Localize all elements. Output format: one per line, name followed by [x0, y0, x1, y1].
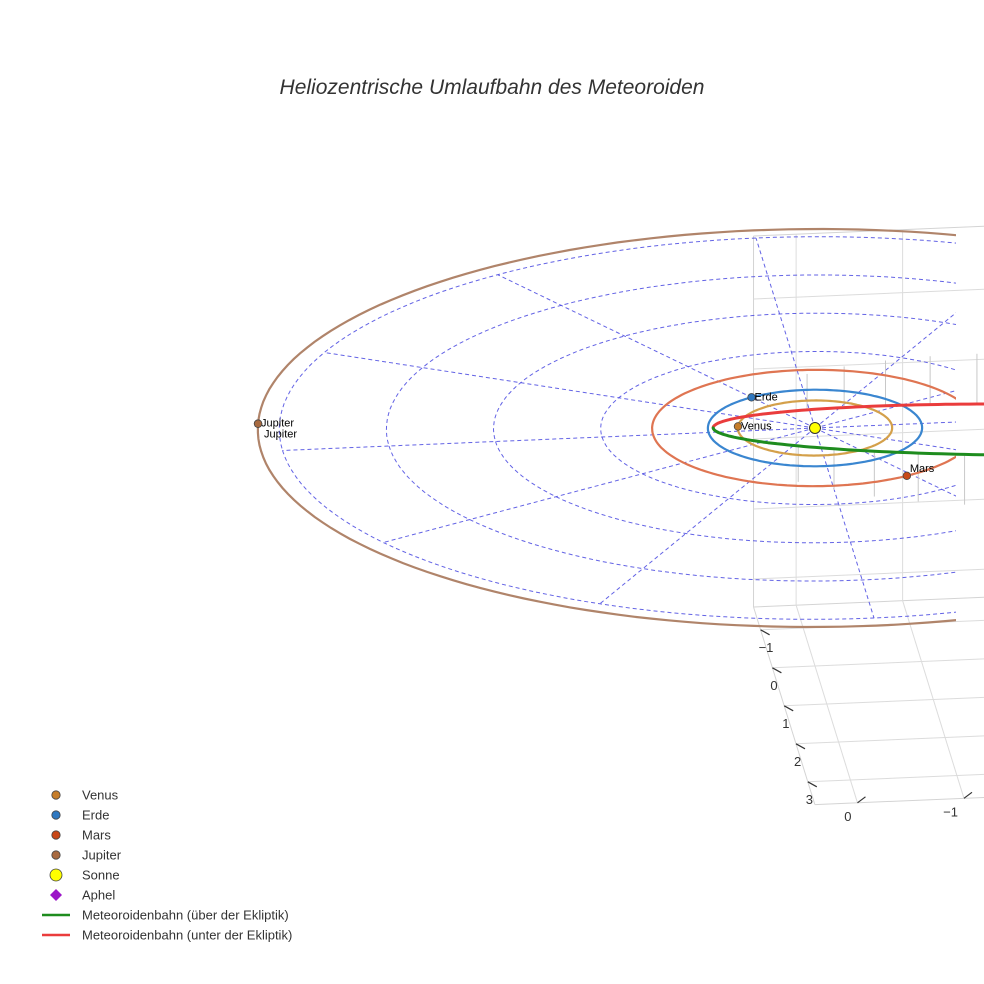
meteoroid-orbit-above: [711, 426, 984, 457]
legend-circle-symbol: [51, 850, 61, 860]
grid-line: [753, 358, 984, 370]
chart-title: Heliozentrische Umlaufbahn des Meteoroid…: [280, 76, 705, 99]
x-tick-label: −1: [943, 804, 958, 819]
ecliptic-radial: [497, 274, 816, 429]
axis-grid: [753, 229, 984, 803]
legend-label: Aphel: [82, 888, 115, 903]
ecliptic-radial: [814, 427, 875, 619]
ecliptic-ring: [600, 351, 956, 505]
grid-line: [753, 428, 984, 440]
label-venus: Venus: [741, 420, 772, 432]
marker-sonne: [809, 422, 821, 434]
label-mars: Mars: [910, 463, 935, 475]
ecliptic-radial: [599, 427, 816, 605]
axis-box-edge: [753, 596, 984, 608]
legend-diamond-symbol: [50, 889, 62, 901]
legend-circle-symbol: [51, 790, 61, 800]
ecliptic-radial: [282, 427, 816, 451]
marker-erde: [747, 393, 756, 402]
y-tick-label: 0: [770, 678, 777, 693]
legend-item: Erde: [51, 808, 109, 823]
legend-item: Mars: [51, 828, 111, 843]
y-tick-label: −1: [759, 640, 774, 655]
legend-item: Jupiter: [51, 848, 122, 863]
meteoroid-orbit-below: [711, 402, 984, 430]
ecliptic-radial: [383, 427, 816, 543]
x-tick-label: 0: [844, 809, 851, 824]
legend-label: Venus: [82, 788, 119, 803]
legend-item: Aphel: [50, 888, 115, 903]
tick-mark: [795, 743, 806, 750]
ecliptic-ring: [492, 312, 956, 544]
y-tick-label: 1: [782, 716, 789, 731]
axis-box-edge: [814, 796, 984, 806]
legend: Venus Erde Mars Jupiter Sonne Aphel Meteoroide…: [42, 788, 292, 943]
legend-label: Mars: [82, 828, 111, 843]
y-tick-label: 3: [806, 792, 813, 807]
tick-mark: [772, 667, 782, 674]
legend-label: Meteoroidenbahn (unter der Ekliptik): [82, 928, 292, 943]
tick-mark: [807, 781, 818, 788]
legend-circle-symbol: [51, 810, 61, 820]
tick-mark: [857, 796, 866, 804]
ecliptic-ring: [385, 274, 956, 582]
orbit-mars: [650, 368, 956, 488]
ecliptic-radial: [324, 351, 816, 429]
legend-item: Venus: [51, 788, 119, 803]
legend-label: Jupiter: [82, 848, 122, 863]
grid-line: [753, 568, 984, 580]
legend-label: Erde: [82, 808, 109, 823]
ecliptic-grid: [278, 236, 956, 620]
legend-item: Meteoroidenbahn (unter der Ekliptik): [42, 928, 292, 943]
legend-label: Meteoroidenbahn (über der Ekliptik): [82, 908, 289, 923]
legend-label: Sonne: [82, 868, 120, 883]
label-erde: Erde: [755, 391, 778, 403]
tick-mark: [783, 705, 794, 712]
axis-box-edge: [753, 225, 984, 237]
tick-mark: [963, 791, 973, 799]
label-jupiter: Jupiter: [261, 418, 294, 430]
marker-mars: [902, 471, 912, 480]
label-jupiter: Jupiter: [264, 429, 297, 441]
grid-line: [784, 696, 984, 707]
grid-line: [807, 773, 984, 783]
orbit-jupiter: [256, 227, 956, 629]
marker-jupiter: [253, 419, 263, 428]
y-tick-label: 2: [794, 754, 801, 769]
grid-line: [753, 288, 984, 300]
grid-line: [753, 498, 984, 510]
legend-circle-symbol: [49, 868, 63, 882]
ecliptic-radial: [814, 427, 956, 497]
grid-line: [795, 735, 984, 745]
planet-orbits: [256, 227, 956, 629]
marker-venus: [733, 422, 743, 431]
legend-circle-symbol: [51, 830, 61, 840]
legend-item: Meteoroidenbahn (über der Ekliptik): [42, 908, 289, 923]
tick-mark: [760, 629, 770, 636]
orbit-venus: [736, 399, 894, 457]
legend-item: Sonne: [49, 868, 120, 883]
grid-line: [772, 658, 984, 669]
ecliptic-radial: [755, 237, 816, 429]
meteoroid-orbit: [711, 402, 984, 457]
